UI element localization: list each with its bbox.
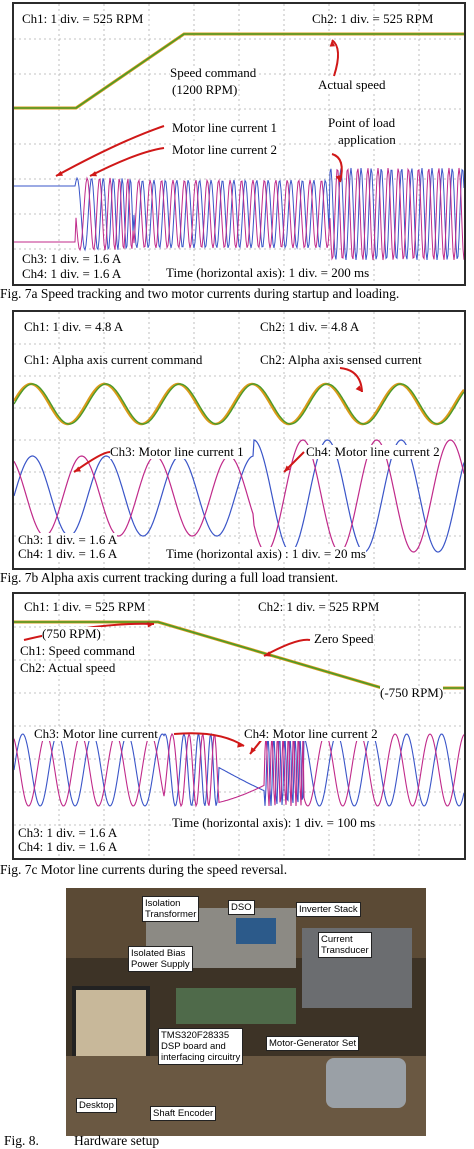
scope-fig7b-plot — [14, 312, 464, 568]
hardware-setup-photo: Isolation Transformer DSO Inverter Stack … — [66, 888, 426, 1136]
tag-current-line-1: Current — [321, 934, 353, 945]
fig7c-caption: Fig. 7c Motor line currents during the s… — [0, 862, 288, 877]
tag-desktop: Desktop — [76, 1098, 117, 1113]
fig7a-ch4-scale: Ch4: 1 div. = 1.6 A — [22, 266, 122, 281]
tag-isolation-transformer: Isolation Transformer — [142, 896, 200, 922]
fig8-caption-number: Fig. 8. — [4, 1133, 39, 1148]
arrow-motor-current-2 — [89, 147, 165, 177]
arrow-actual-speed — [331, 39, 339, 77]
arrow-motor-current-1-head — [56, 170, 63, 176]
fig7c-start-rpm: (750 RPM) — [42, 626, 101, 641]
arrow-ch4-head — [250, 747, 256, 754]
fig7c-ch1-scale: Ch1: 1 div. = 525 RPM — [24, 599, 146, 614]
trace-alpha-sensed — [14, 382, 464, 426]
arrow-load-point — [331, 153, 343, 183]
arrow-load-point-head — [335, 175, 341, 182]
fig7a-ch2-scale: Ch2: 1 div. = 525 RPM — [312, 11, 434, 26]
fig7a-ch1-scale: Ch1: 1 div. = 525 RPM — [22, 11, 144, 26]
tag-bias-line-1: Isolated Bias — [131, 948, 186, 959]
arrow-ch4-head — [284, 465, 291, 472]
photo-dso-screen — [236, 918, 276, 944]
trace-motor-current-2 — [14, 167, 464, 261]
arrow-actual-speed-head — [329, 40, 336, 47]
fig8-caption-text: Hardware setup — [74, 1133, 160, 1148]
fig7a-speed-command-label: Speed command — [170, 65, 257, 80]
fig7c-ch2-scale: Ch2: 1 div. = 525 RPM — [258, 599, 380, 614]
fig7b-ch1-scale: Ch1: 1 div. = 4.8 A — [24, 319, 124, 334]
fig7c-ch4-name: Ch4: Motor line current 2 — [244, 726, 378, 741]
trace-motor-current-1 — [14, 167, 464, 261]
fig7b-ch2-scale: Ch2: 1 div. = 4.8 A — [260, 319, 360, 334]
fig7a-time-scale: Time (horizontal axis): 1 div. = 200 ms — [166, 265, 370, 280]
fig7a-load-point-label-1: Point of load — [328, 115, 396, 130]
fig7c-ch1-name: Ch1: Speed command — [20, 643, 135, 658]
trace-speed-command — [14, 33, 464, 109]
arrow-ch3-head — [237, 742, 244, 748]
arrow-motor-current-2-head — [90, 171, 97, 177]
fig7b-ch4-name: Ch4: Motor line current 2 — [306, 444, 440, 459]
fig7a-actual-speed-label: Actual speed — [318, 77, 386, 92]
tag-inverter-stack: Inverter Stack — [296, 902, 361, 917]
arrow-speed-command-head — [147, 622, 154, 628]
tag-dsp-line-3: interfacing circuitry — [161, 1052, 241, 1063]
fig7b-ch3-name: Ch3: Motor line current 1 — [110, 444, 244, 459]
tag-motor-generator: Motor-Generator Set — [266, 1036, 360, 1051]
trace-ch4-current — [14, 732, 464, 808]
tag-current-transducer: Current Transducer — [318, 932, 372, 958]
fig7c-time-scale: Time (horizontal axis): 1 div. = 100 ms — [172, 815, 376, 830]
fig7c-zero-speed: Zero Speed — [314, 631, 374, 646]
tag-current-line-2: Transducer — [321, 945, 369, 956]
tag-dsp-line-1: TMS320F28335 — [161, 1030, 230, 1041]
scope-fig7c: Ch1: 1 div. = 525 RPM Ch2: 1 div. = 525 … — [12, 592, 466, 860]
scope-fig7b: Ch1: 1 div. = 4.8 A Ch2: 1 div. = 4.8 A … — [12, 310, 466, 570]
fig7a-motor-current-2-label: Motor line current 2 — [172, 142, 278, 157]
fig7b-time-scale: Time (horizontal axis) : 1 div. = 20 ms — [166, 546, 366, 561]
tag-shaft-encoder: Shaft Encoder — [150, 1106, 217, 1121]
fig7a-ch3-scale: Ch3: 1 div. = 1.6 A — [22, 251, 122, 266]
photo-circuit-board — [176, 988, 296, 1024]
trace-alpha-command — [14, 383, 464, 425]
fig7a-speed-command-value: (1200 RPM) — [172, 82, 238, 97]
tag-isolated-bias: Isolated Bias Power Supply — [128, 946, 193, 972]
trace-ch3-current — [14, 732, 464, 807]
tag-dso: DSO — [228, 900, 255, 915]
fig7b-caption: Fig. 7b Alpha axis current tracking duri… — [0, 570, 339, 585]
fig7b-ch3-scale: Ch3: 1 div. = 1.6 A — [18, 532, 118, 547]
fig7b-alpha-sensed-label: Ch2: Alpha axis sensed current — [260, 352, 422, 367]
fig7c-ch4-scale: Ch4: 1 div. = 1.6 A — [18, 839, 118, 854]
photo-desktop-monitor — [72, 986, 150, 1064]
scope-fig7a: Ch1: 1 div. = 525 RPM Ch2: 1 div. = 525 … — [12, 2, 466, 286]
tag-bias-line-2: Power Supply — [131, 959, 190, 970]
fig7b-ch4-scale: Ch4: 1 div. = 1.6 A — [18, 546, 118, 561]
arrow-ch3-head — [74, 466, 81, 472]
arrow-alpha-sensed — [339, 367, 363, 393]
trace-ch4-current — [14, 439, 464, 553]
photo-motor — [326, 1058, 406, 1108]
fig7c-ch2-name: Ch2: Actual speed — [20, 660, 116, 675]
fig7c-end-rpm: (-750 RPM) — [380, 685, 444, 700]
arrow-alpha-sensed-head — [355, 385, 362, 392]
tag-dsp-board: TMS320F28335 DSP board and interfacing cir… — [158, 1028, 244, 1065]
fig7c-ch3-scale: Ch3: 1 div. = 1.6 A — [18, 825, 118, 840]
fig7a-motor-current-1-label: Motor line current 1 — [172, 120, 278, 135]
fig7b-alpha-command-label: Ch1: Alpha axis current command — [24, 352, 203, 367]
fig7a-load-point-label-2: application — [338, 132, 396, 147]
tag-dsp-line-2: DSP board and — [161, 1041, 226, 1052]
arrow-zero-speed-head — [264, 651, 271, 657]
fig7c-ch3-name: Ch3: Motor line current — [34, 726, 158, 741]
arrow-zero-speed — [263, 638, 311, 657]
tag-isolation-line-1: Isolation — [145, 898, 181, 909]
tag-isolation-line-2: Transformer — [145, 909, 197, 920]
arrow-motor-current-1 — [55, 125, 165, 177]
fig7a-caption: Fig. 7a Speed tracking and two motor cur… — [0, 286, 400, 301]
